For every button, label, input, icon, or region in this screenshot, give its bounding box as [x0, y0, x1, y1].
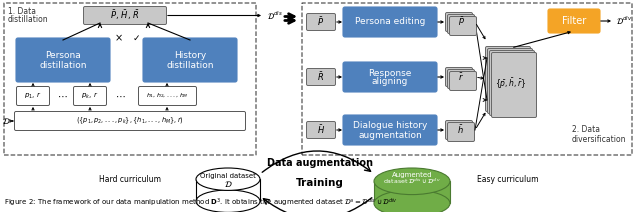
FancyBboxPatch shape	[343, 7, 437, 37]
Text: $\checkmark$: $\checkmark$	[132, 33, 140, 42]
FancyBboxPatch shape	[447, 14, 474, 33]
Text: $\bar{R}$: $\bar{R}$	[317, 71, 324, 83]
FancyBboxPatch shape	[548, 9, 600, 33]
Text: $\bar{p}$: $\bar{p}$	[458, 16, 465, 28]
Text: $\bar{P}$: $\bar{P}$	[317, 16, 324, 28]
FancyBboxPatch shape	[17, 86, 49, 106]
Text: 1. Data: 1. Data	[8, 7, 36, 15]
Text: $\mathcal{D}^{dis}$: $\mathcal{D}^{dis}$	[267, 9, 283, 22]
Text: $(\{p_1, p_2,...,p_k\}, \{h_1,...,h_M\}, r)$: $(\{p_1, p_2,...,p_k\}, \{h_1,...,h_M\},…	[76, 116, 184, 126]
FancyBboxPatch shape	[307, 121, 335, 138]
Text: Augmented: Augmented	[392, 172, 432, 178]
Text: diversification: diversification	[572, 135, 627, 145]
Text: $\times$: $\times$	[113, 33, 122, 43]
Text: History: History	[174, 50, 206, 60]
FancyBboxPatch shape	[490, 50, 534, 116]
FancyBboxPatch shape	[445, 120, 472, 139]
Text: dataset $\mathcal{D}^{dis}\cup\mathcal{D}^{div}$: dataset $\mathcal{D}^{dis}\cup\mathcal{D…	[383, 177, 441, 186]
FancyBboxPatch shape	[143, 38, 237, 82]
FancyBboxPatch shape	[343, 62, 437, 92]
Text: $\mathcal{D}^{div}$: $\mathcal{D}^{div}$	[616, 15, 632, 27]
FancyBboxPatch shape	[307, 14, 335, 31]
Bar	[374, 181, 450, 203]
Ellipse shape	[374, 168, 450, 195]
FancyBboxPatch shape	[4, 3, 256, 155]
Text: Filter: Filter	[562, 16, 586, 26]
Text: $\cdots$: $\cdots$	[115, 91, 125, 101]
FancyBboxPatch shape	[307, 68, 335, 85]
Text: $\{\bar{p},\bar{h},\bar{r}\}$: $\{\bar{p},\bar{h},\bar{r}\}$	[495, 77, 527, 91]
Text: distillation: distillation	[39, 60, 87, 70]
Text: 2. Data: 2. Data	[572, 126, 600, 134]
Text: $\bar{P},\,\bar{H},\,\bar{R}$: $\bar{P},\,\bar{H},\,\bar{R}$	[110, 9, 140, 22]
FancyBboxPatch shape	[302, 3, 632, 155]
Text: Persona editing: Persona editing	[355, 18, 425, 26]
Text: Data augmentation: Data augmentation	[267, 158, 373, 168]
Text: Easy curriculum: Easy curriculum	[477, 174, 539, 184]
FancyBboxPatch shape	[447, 123, 474, 141]
Ellipse shape	[196, 190, 260, 212]
Text: $\mathcal{D}$: $\mathcal{D}$	[2, 116, 10, 126]
Text: Dialogue history: Dialogue history	[353, 121, 427, 131]
Text: Training: Training	[296, 178, 344, 188]
Bar	[196, 179, 260, 201]
Text: Original dataset: Original dataset	[200, 173, 256, 179]
FancyBboxPatch shape	[15, 112, 246, 131]
FancyArrowPatch shape	[262, 151, 371, 172]
FancyBboxPatch shape	[74, 86, 106, 106]
Text: $\cdots$: $\cdots$	[57, 91, 67, 101]
FancyBboxPatch shape	[447, 70, 474, 88]
Text: augmentation: augmentation	[358, 131, 422, 139]
Text: $p_1,\,r$: $p_1,\,r$	[24, 91, 42, 101]
FancyBboxPatch shape	[343, 115, 437, 145]
FancyBboxPatch shape	[449, 71, 477, 91]
Ellipse shape	[196, 168, 260, 190]
Text: $p_k,\,r$: $p_k,\,r$	[81, 91, 99, 101]
FancyBboxPatch shape	[445, 13, 472, 32]
Text: $h_1, h_2,...,h_M$: $h_1, h_2,...,h_M$	[146, 92, 189, 100]
Text: aligning: aligning	[372, 78, 408, 86]
FancyBboxPatch shape	[445, 67, 472, 86]
Text: Response: Response	[368, 68, 412, 78]
FancyBboxPatch shape	[83, 7, 166, 25]
Text: $\bar{H}$: $\bar{H}$	[317, 124, 325, 136]
FancyBboxPatch shape	[492, 53, 536, 117]
Text: $\bar{h}$: $\bar{h}$	[456, 124, 463, 136]
Text: distillation: distillation	[8, 14, 49, 24]
Text: distillation: distillation	[166, 60, 214, 70]
Text: $\bar{r}$: $\bar{r}$	[458, 71, 464, 83]
FancyBboxPatch shape	[449, 17, 477, 35]
Ellipse shape	[374, 190, 450, 212]
FancyBboxPatch shape	[486, 46, 531, 112]
Text: $\mathcal{D}$: $\mathcal{D}$	[224, 179, 232, 189]
FancyArrowPatch shape	[264, 198, 372, 212]
Text: Persona: Persona	[45, 50, 81, 60]
FancyBboxPatch shape	[488, 49, 532, 113]
FancyBboxPatch shape	[138, 86, 196, 106]
Text: Hard curriculum: Hard curriculum	[99, 174, 161, 184]
FancyBboxPatch shape	[16, 38, 110, 82]
Text: Figure 2: The framework of our data manipulation method $\mathbf{D}^3$. It obtai: Figure 2: The framework of our data mani…	[4, 197, 397, 209]
